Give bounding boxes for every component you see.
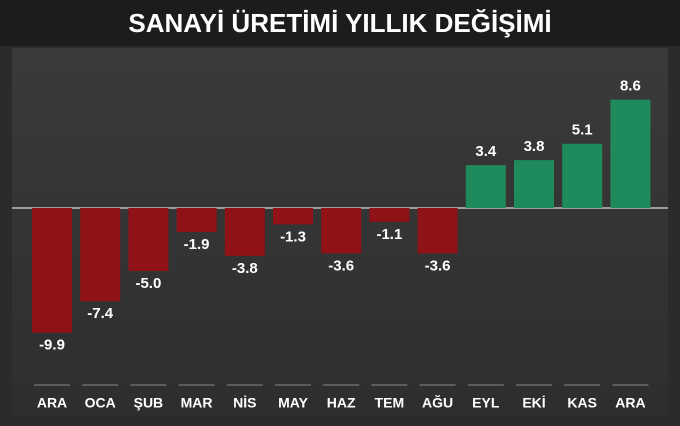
x-tick-label: NİS <box>233 395 256 411</box>
x-tick-label: ARA <box>615 395 645 411</box>
bar <box>273 208 313 225</box>
x-tick-label: ŞUB <box>134 395 164 411</box>
x-tick-label: MAY <box>278 395 308 411</box>
x-tick-label: EKİ <box>522 395 545 411</box>
bar <box>176 208 217 232</box>
x-tick-label: AĞU <box>422 394 453 411</box>
title-bar <box>0 0 680 46</box>
x-tick-label: HAZ <box>327 395 356 411</box>
bar <box>224 208 265 256</box>
bar <box>562 143 603 208</box>
x-tick-label: KAS <box>567 395 597 411</box>
bar <box>417 208 458 254</box>
value-label: -5.0 <box>135 275 161 292</box>
x-tick-label: ARA <box>37 395 67 411</box>
value-label: -3.6 <box>425 257 451 274</box>
x-tick-label: MAR <box>181 395 213 411</box>
bar <box>369 208 410 222</box>
bar <box>80 208 121 302</box>
value-label: 3.8 <box>524 138 545 155</box>
value-label: -1.9 <box>184 236 210 253</box>
value-label: -7.4 <box>87 305 114 322</box>
x-tick-label: EYL <box>472 395 500 411</box>
x-tick-label: OCA <box>85 395 116 411</box>
value-label: 3.4 <box>475 143 497 160</box>
value-label: -3.6 <box>328 257 354 274</box>
value-label: -1.1 <box>376 226 402 243</box>
bar <box>32 208 72 333</box>
chart-title: SANAYİ ÜRETİMİ YILLIK DEĞİŞİMİ <box>128 8 551 38</box>
value-label: 5.1 <box>572 122 593 139</box>
value-label: -9.9 <box>39 337 65 354</box>
value-label: -3.8 <box>232 260 258 277</box>
bar <box>128 208 169 271</box>
bar <box>514 160 554 208</box>
value-label: -1.3 <box>280 228 306 245</box>
x-tick-label: TEM <box>375 395 405 411</box>
value-label: 8.6 <box>620 78 641 95</box>
bar <box>610 99 651 208</box>
bar <box>465 165 506 208</box>
bar <box>321 208 362 254</box>
